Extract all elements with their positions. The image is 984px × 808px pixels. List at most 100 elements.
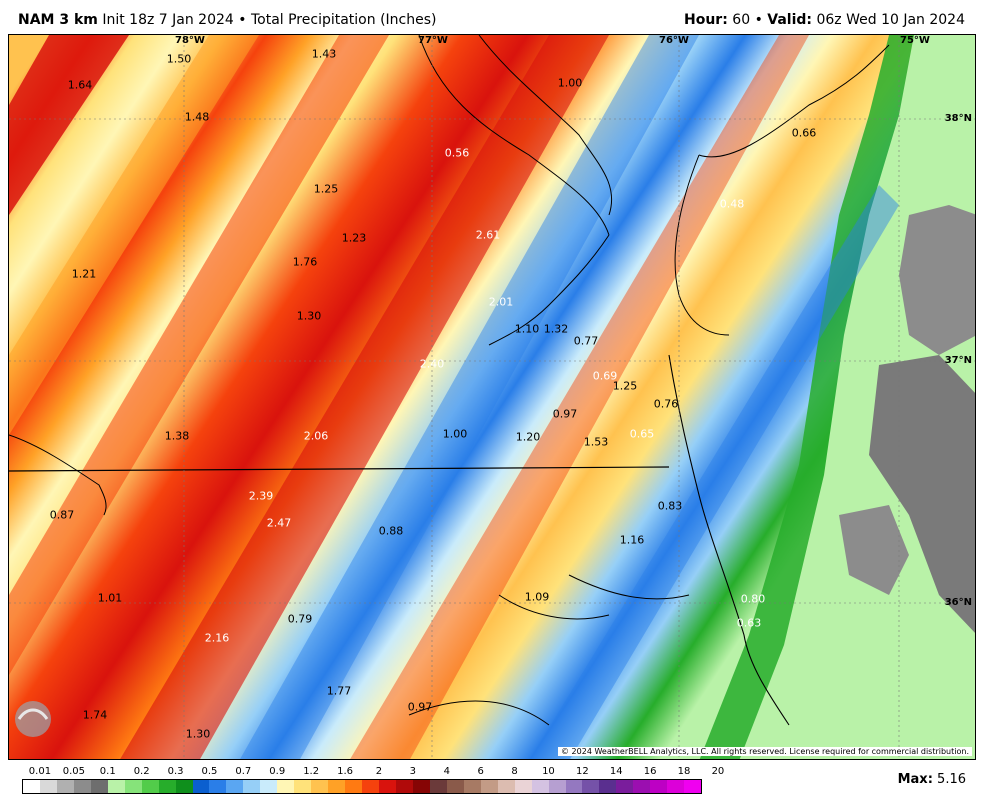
legend-swatch — [294, 780, 312, 793]
precip-value: 1.74 — [82, 708, 108, 722]
hour-label: Hour — [684, 12, 723, 28]
legend-label: 14 — [609, 766, 623, 777]
legend-swatch — [395, 780, 413, 793]
legend-swatch — [328, 780, 346, 793]
precip-value: 0.76 — [653, 397, 679, 411]
precip-value: 0.97 — [552, 407, 578, 421]
precip-value: 1.16 — [619, 533, 645, 547]
legend-swatch — [599, 780, 617, 793]
legend-swatch — [260, 780, 278, 793]
lon-label-76w: 76°W — [659, 35, 689, 46]
lon-label-77w: 77°W — [418, 35, 448, 46]
copyright-notice: © 2024 WeatherBELL Analytics, LLC. All r… — [558, 747, 972, 756]
legend-swatch — [446, 780, 464, 793]
map-canvas — [9, 35, 975, 759]
legend-swatch — [412, 780, 430, 793]
precip-value: 1.00 — [442, 427, 468, 441]
precip-value: 0.83 — [657, 499, 683, 513]
lat-label-37n: 37°N — [944, 355, 972, 366]
valid-info: Hour: 60 • Valid: 06z Wed 10 Jan 2024 — [684, 12, 965, 28]
precip-value: 2.16 — [204, 631, 230, 645]
legend-label: 6 — [477, 766, 484, 777]
legend-swatch — [480, 780, 498, 793]
legend-label: 16 — [643, 766, 657, 777]
precip-value: 1.30 — [185, 727, 211, 741]
valid-label: Valid — [767, 12, 807, 28]
legend-swatch — [497, 780, 515, 793]
legend-swatch — [175, 780, 193, 793]
legend-label: 0.01 — [28, 766, 52, 777]
precip-value: 0.80 — [740, 592, 766, 606]
legend-label: 0.9 — [269, 766, 286, 777]
legend-swatch — [124, 780, 142, 793]
legend-swatch — [548, 780, 566, 793]
precip-value: 1.23 — [341, 231, 367, 245]
precip-value: 1.10 — [514, 322, 540, 336]
legend-label: 12 — [575, 766, 589, 777]
legend-label: 1.2 — [303, 766, 320, 777]
legend-label: 0.7 — [235, 766, 252, 777]
legend-label: 0.1 — [99, 766, 116, 777]
precip-value: 1.25 — [313, 182, 339, 196]
precip-value: 2.61 — [475, 228, 501, 242]
precip-value: 1.00 — [557, 76, 583, 90]
valid-separator: • — [754, 12, 763, 28]
legend-swatch — [633, 780, 651, 793]
hour-value: 60 — [732, 12, 751, 28]
precip-value: 1.50 — [166, 52, 192, 66]
legend-swatch — [429, 780, 447, 793]
precip-value: 2.06 — [303, 429, 329, 443]
precip-value: 1.53 — [583, 435, 609, 449]
precip-value: 1.20 — [515, 430, 541, 444]
precip-value: 1.38 — [164, 429, 190, 443]
legend-swatch — [311, 780, 329, 793]
legend-label: 3 — [409, 766, 417, 777]
legend-swatch — [463, 780, 481, 793]
legend-swatch — [514, 780, 532, 793]
legend-swatch — [650, 780, 668, 793]
legend-swatch — [23, 780, 40, 793]
precip-value: 2.47 — [266, 516, 292, 530]
precip-value: 0.88 — [378, 524, 404, 538]
precip-value: 0.66 — [791, 126, 817, 140]
legend-swatch — [107, 780, 125, 793]
max-label-text: Max — [897, 772, 928, 787]
legend-swatch — [243, 780, 261, 793]
precip-value: 0.56 — [444, 146, 470, 160]
precip-value: 1.77 — [326, 684, 352, 698]
legend-label: 0.3 — [167, 766, 184, 777]
title-separator: • — [238, 12, 247, 28]
precip-value: 0.69 — [592, 369, 618, 383]
legend-swatch — [565, 780, 583, 793]
legend-swatch — [345, 780, 363, 793]
legend-label: 4 — [443, 766, 450, 777]
precip-value: 0.48 — [719, 197, 745, 211]
valid-value: 06z Wed 10 Jan 2024 — [816, 12, 965, 28]
legend-swatch — [141, 780, 159, 793]
precip-value: 1.64 — [67, 78, 93, 92]
init-time: Init 18z 7 Jan 2024 — [102, 12, 234, 28]
legend-swatch — [192, 780, 210, 793]
legend-swatch — [56, 780, 74, 793]
legend-label: 0.2 — [133, 766, 150, 777]
precip-value: 1.76 — [292, 255, 318, 269]
precip-value: 1.48 — [184, 110, 210, 124]
precip-value: 2.01 — [488, 295, 514, 309]
precip-value: 0.77 — [573, 334, 599, 348]
legend-label: 8 — [511, 766, 518, 777]
legend-label: 0.5 — [201, 766, 218, 777]
color-legend: 0.01 0.05 0.1 0.2 0.3 0.5 0.7 0.9 1.2 1.6 2 3 4 6 8 10 1… — [22, 766, 725, 796]
legend-swatch — [39, 780, 57, 793]
precip-value: 2.39 — [248, 489, 274, 503]
legend-label: 0.05 — [62, 766, 85, 777]
header: NAM 3 km Init 18z 7 Jan 2024 • Total Pre… — [0, 0, 984, 34]
precip-value: 2.40 — [419, 357, 445, 371]
legend-labels: 0.01 0.05 0.1 0.2 0.3 0.5 0.7 0.9 1.2 1.6 2 3 4 6 8 10 1… — [22, 766, 725, 778]
legend-swatch — [362, 780, 380, 793]
max-value-label: Max: 5.16 — [897, 772, 966, 787]
legend-swatch — [158, 780, 176, 793]
precip-value: 0.63 — [736, 616, 762, 630]
precip-value: 0.65 — [629, 427, 655, 441]
precip-value: 1.43 — [311, 47, 337, 61]
lat-label-38n: 38°N — [944, 113, 972, 124]
